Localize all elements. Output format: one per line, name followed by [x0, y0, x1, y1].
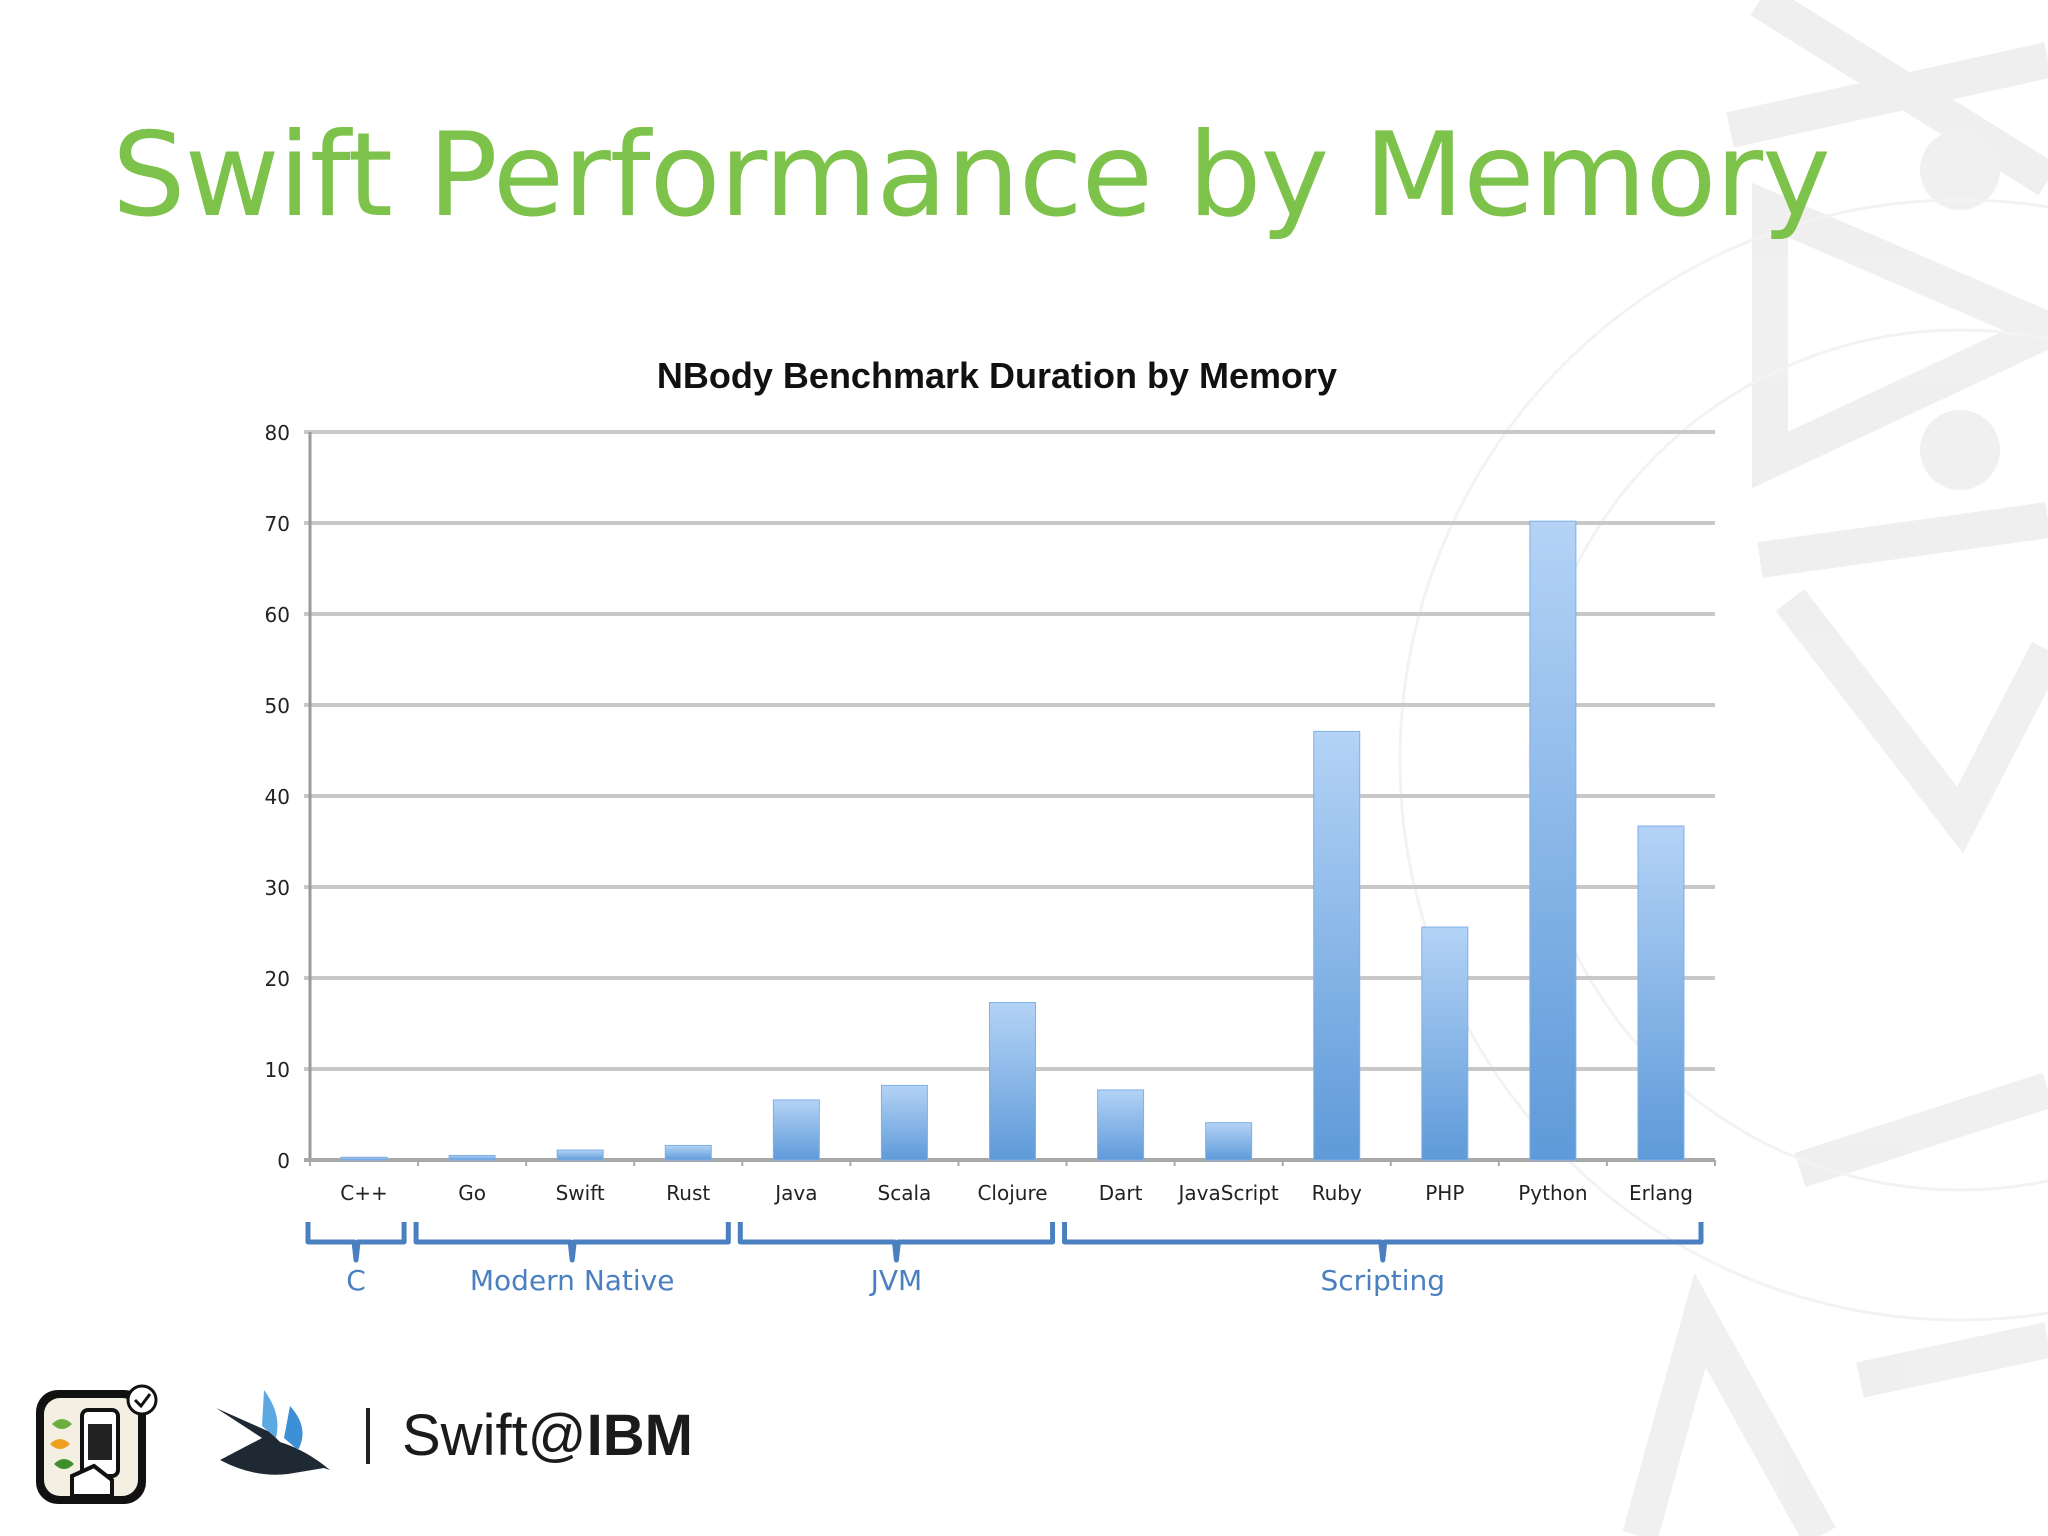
bar-dart — [1097, 1089, 1145, 1161]
chart-title: NBody Benchmark Duration by Memory — [657, 355, 1337, 396]
bar-php — [1421, 926, 1469, 1161]
y-tick-label: 50 — [265, 694, 290, 718]
footer-divider — [366, 1408, 370, 1464]
y-tick-label: 10 — [265, 1058, 290, 1082]
x-tick-label: JavaScript — [1177, 1181, 1279, 1205]
x-tick-label: Rust — [666, 1181, 710, 1205]
bar-scala — [880, 1084, 928, 1161]
bar-javascript — [1205, 1122, 1253, 1161]
y-tick-label: 80 — [265, 421, 290, 445]
group-bracket — [305, 1222, 407, 1263]
y-tick-label: 0 — [277, 1149, 290, 1173]
brand-suffix: IBM — [586, 1403, 693, 1468]
y-tick-label: 20 — [265, 967, 290, 991]
x-tick-label: Dart — [1099, 1181, 1143, 1205]
x-tick-label: Ruby — [1312, 1181, 1362, 1205]
group-label: Scripting — [1321, 1264, 1446, 1297]
bar-erlang — [1637, 825, 1685, 1161]
x-tick-label: Erlang — [1629, 1181, 1693, 1205]
bar-python — [1529, 520, 1577, 1161]
y-tick-label: 60 — [265, 603, 290, 627]
x-tick-label: Java — [773, 1181, 817, 1205]
bar-c++ — [340, 1156, 388, 1161]
x-tick-label: Go — [458, 1181, 486, 1205]
x-tick-label: C++ — [340, 1181, 387, 1205]
group-bracket — [737, 1222, 1056, 1263]
bar-swift — [556, 1149, 604, 1161]
bar-java — [772, 1099, 820, 1161]
kitura-app-icon — [36, 1384, 158, 1504]
group-label: C — [346, 1264, 366, 1297]
group-label: JVM — [869, 1264, 923, 1297]
bar-rust — [664, 1144, 712, 1161]
bar-clojure — [989, 1002, 1036, 1161]
y-tick-label: 70 — [265, 512, 290, 536]
x-tick-label: Python — [1518, 1181, 1587, 1205]
x-tick-label: Clojure — [977, 1181, 1047, 1205]
x-tick-label: Scala — [878, 1181, 932, 1205]
x-tick-label: Swift — [556, 1181, 605, 1205]
footer-brand: Swift@IBM — [402, 1402, 693, 1469]
brand-prefix: Swift@ — [402, 1403, 587, 1468]
slide-title: Swift Performance by Memory — [112, 108, 1831, 243]
y-tick-label: 40 — [265, 785, 290, 809]
swift-bird-logo — [216, 1390, 330, 1475]
bar-go — [448, 1154, 496, 1161]
y-tick-label: 30 — [265, 876, 290, 900]
x-tick-label: PHP — [1425, 1181, 1464, 1205]
group-label: Modern Native — [470, 1264, 675, 1297]
bar-ruby — [1313, 730, 1361, 1161]
group-bracket — [413, 1222, 731, 1263]
group-bracket — [1062, 1222, 1704, 1263]
